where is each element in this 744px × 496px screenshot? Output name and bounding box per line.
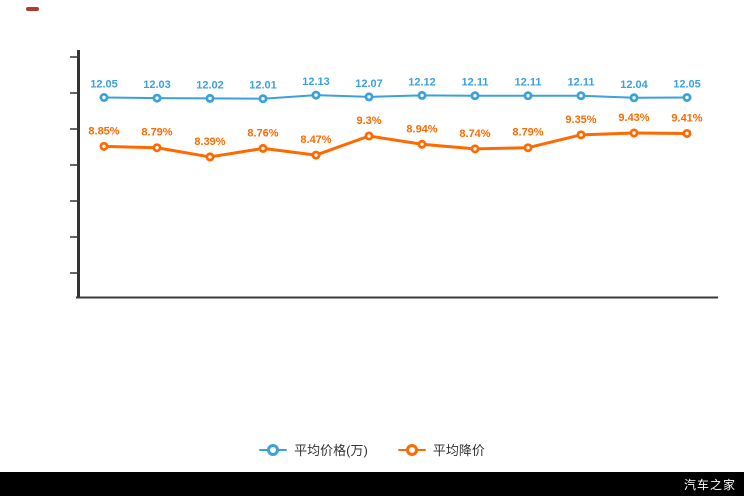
data-label: 12.01 (249, 80, 277, 92)
data-point-center (685, 95, 689, 100)
data-point-center (261, 146, 265, 151)
chart-legend: 平均价格(万) 平均降价 (0, 440, 744, 459)
data-point-center (261, 97, 265, 101)
line-series-icon (397, 442, 426, 458)
data-point-center (367, 95, 371, 99)
data-label: 8.74% (459, 128, 490, 140)
data-point-center (579, 133, 583, 137)
watermark-bar: 汽车之家 (0, 472, 744, 496)
data-point-center (102, 144, 106, 149)
data-point-center (208, 155, 212, 159)
data-point-center (208, 96, 212, 101)
data-label: 12.05 (673, 79, 701, 91)
data-label: 12.03 (143, 79, 171, 91)
data-point-center (314, 153, 318, 157)
data-point-center (420, 93, 424, 98)
data-point-center (473, 147, 477, 151)
data-point-center (420, 142, 424, 146)
data-point-center (314, 93, 318, 97)
data-label: 12.07 (355, 78, 383, 90)
data-label: 8.47% (300, 134, 331, 146)
data-label: 9.41% (671, 112, 702, 124)
data-label: 9.3% (356, 115, 381, 127)
data-point-center (473, 94, 477, 98)
data-point-center (367, 134, 371, 138)
legend-label: 平均价格(万) (294, 443, 368, 458)
data-label: 9.35% (565, 114, 596, 126)
red-dash-mark (26, 7, 39, 11)
data-point-center (102, 95, 106, 100)
data-point-center (155, 146, 159, 150)
data-point-center (632, 131, 636, 135)
data-label: 8.85% (88, 125, 119, 137)
watermark-text: 汽车之家 (683, 477, 736, 492)
data-point-center (155, 96, 159, 100)
data-point-center (685, 131, 689, 136)
data-point-center (579, 94, 583, 98)
data-label: 12.13 (302, 76, 330, 88)
legend-item-average-discount[interactable]: 平均降价 (397, 440, 485, 459)
data-label: 12.12 (408, 76, 436, 88)
legend-label: 平均降价 (432, 443, 485, 458)
legend-item-average-price[interactable]: 平均价格(万) (259, 440, 368, 459)
data-label: 8.39% (194, 136, 225, 148)
data-point-center (526, 146, 530, 150)
data-label: 12.04 (620, 79, 648, 91)
data-label: 12.11 (462, 77, 489, 89)
data-label: 8.79% (512, 127, 543, 139)
data-label: 12.05 (90, 79, 118, 91)
data-point-center (632, 96, 636, 100)
series-line-1 (102, 131, 689, 159)
data-label: 12.11 (515, 77, 542, 89)
data-label: 12.02 (196, 79, 224, 91)
legend-ring (405, 443, 418, 456)
data-label: 9.43% (618, 112, 649, 124)
data-label: 8.76% (247, 127, 278, 139)
series-line-0 (103, 94, 688, 100)
line-series-icon (259, 442, 288, 458)
data-point-center (526, 94, 530, 98)
legend-ring (267, 443, 280, 456)
data-label: 8.79% (141, 127, 172, 139)
data-label: 8.94% (406, 123, 437, 135)
data-label: 12.11 (568, 77, 595, 89)
